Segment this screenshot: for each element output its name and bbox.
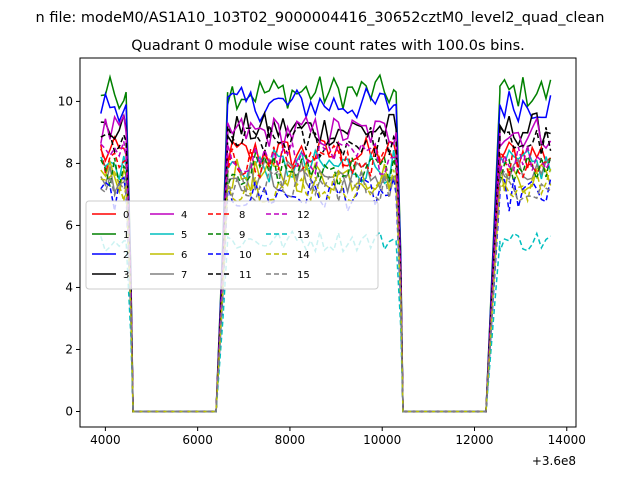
- y-tick-label: 6: [65, 218, 73, 232]
- x-tick-label: 14000: [548, 433, 586, 447]
- x-offset-label: +3.6e8: [532, 454, 576, 468]
- x-tick-label: 10000: [363, 433, 401, 447]
- legend-label-11: 11: [239, 270, 252, 281]
- legend-label-8: 8: [239, 210, 245, 221]
- legend-label-5: 5: [181, 230, 187, 241]
- y-tick-label: 4: [65, 280, 73, 294]
- x-tick-label: 8000: [275, 433, 306, 447]
- x-tick-label: 6000: [182, 433, 213, 447]
- legend-label-14: 14: [297, 250, 310, 261]
- y-tick-label: 2: [65, 342, 73, 356]
- figure-suptitle: n file: modeM0/AS1A10_103T02_9000004416_…: [36, 10, 605, 26]
- axes-frame: [79, 57, 577, 428]
- legend-label-2: 2: [123, 250, 129, 261]
- y-tick-label: 0: [65, 404, 73, 418]
- x-tick-label: 12000: [455, 433, 493, 447]
- legend-label-6: 6: [181, 250, 187, 261]
- legend-label-13: 13: [297, 230, 310, 241]
- legend-label-9: 9: [239, 230, 245, 241]
- x-tick-label: 4000: [90, 433, 121, 447]
- legend-label-1: 1: [123, 230, 129, 241]
- y-tick-label: 8: [65, 156, 73, 170]
- chart-title: Quadrant 0 module wise count rates with …: [131, 38, 525, 54]
- legend-label-15: 15: [297, 270, 310, 281]
- legend-label-10: 10: [239, 250, 252, 261]
- series-line-14: [100, 168, 552, 413]
- legend-label-0: 0: [123, 210, 129, 221]
- y-tick-label: 10: [58, 94, 73, 108]
- legend-label-4: 4: [181, 210, 187, 221]
- legend-label-3: 3: [123, 270, 129, 281]
- legend-label-7: 7: [181, 270, 187, 281]
- legend-box: [85, 200, 379, 290]
- legend-label-12: 12: [297, 210, 310, 221]
